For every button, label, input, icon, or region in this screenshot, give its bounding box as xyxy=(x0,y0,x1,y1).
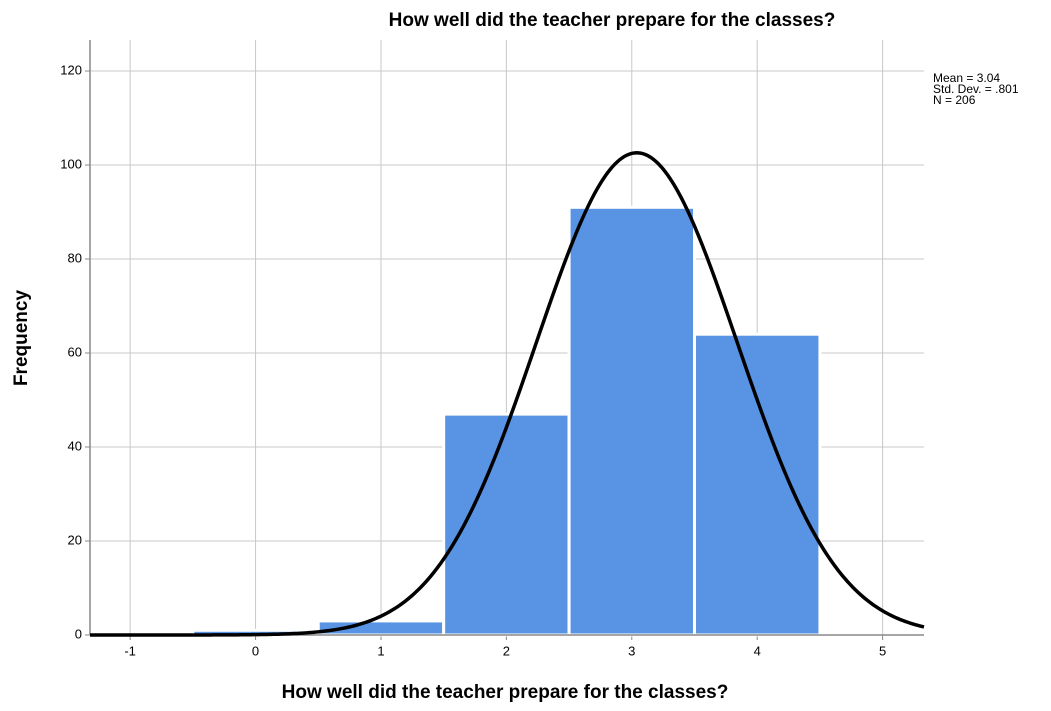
x-tick-label: 2 xyxy=(503,643,510,658)
bar xyxy=(567,205,696,637)
y-tick-label: 60 xyxy=(68,344,82,359)
normal-curve xyxy=(90,151,925,637)
x-tick-label: 5 xyxy=(879,643,886,658)
y-tick-label: 100 xyxy=(60,156,82,171)
y-tick-label: 20 xyxy=(68,532,82,547)
x-tick-label: -1 xyxy=(124,643,136,658)
x-tick-label: 3 xyxy=(628,643,635,658)
chart-title: How well did the teacher prepare for the… xyxy=(389,10,836,31)
y-tick-label: 40 xyxy=(68,438,82,453)
x-tick-label: 4 xyxy=(754,643,761,658)
stats-annotation: N = 206 xyxy=(933,93,976,107)
y-tick-label: 80 xyxy=(68,250,82,265)
stats-annotation: Mean = 3.04 xyxy=(933,71,1000,85)
y-tick-label: 120 xyxy=(60,62,82,77)
y-tick-label: 0 xyxy=(75,626,82,641)
y-axis-label: Frequency xyxy=(11,290,32,387)
x-tick-label: 1 xyxy=(377,643,384,658)
stats-annotation: Std. Dev. = .801 xyxy=(933,82,1019,96)
x-axis-label: How well did the teacher prepare for the… xyxy=(282,682,729,703)
x-tick-label: 0 xyxy=(252,643,259,658)
bar xyxy=(692,332,822,637)
